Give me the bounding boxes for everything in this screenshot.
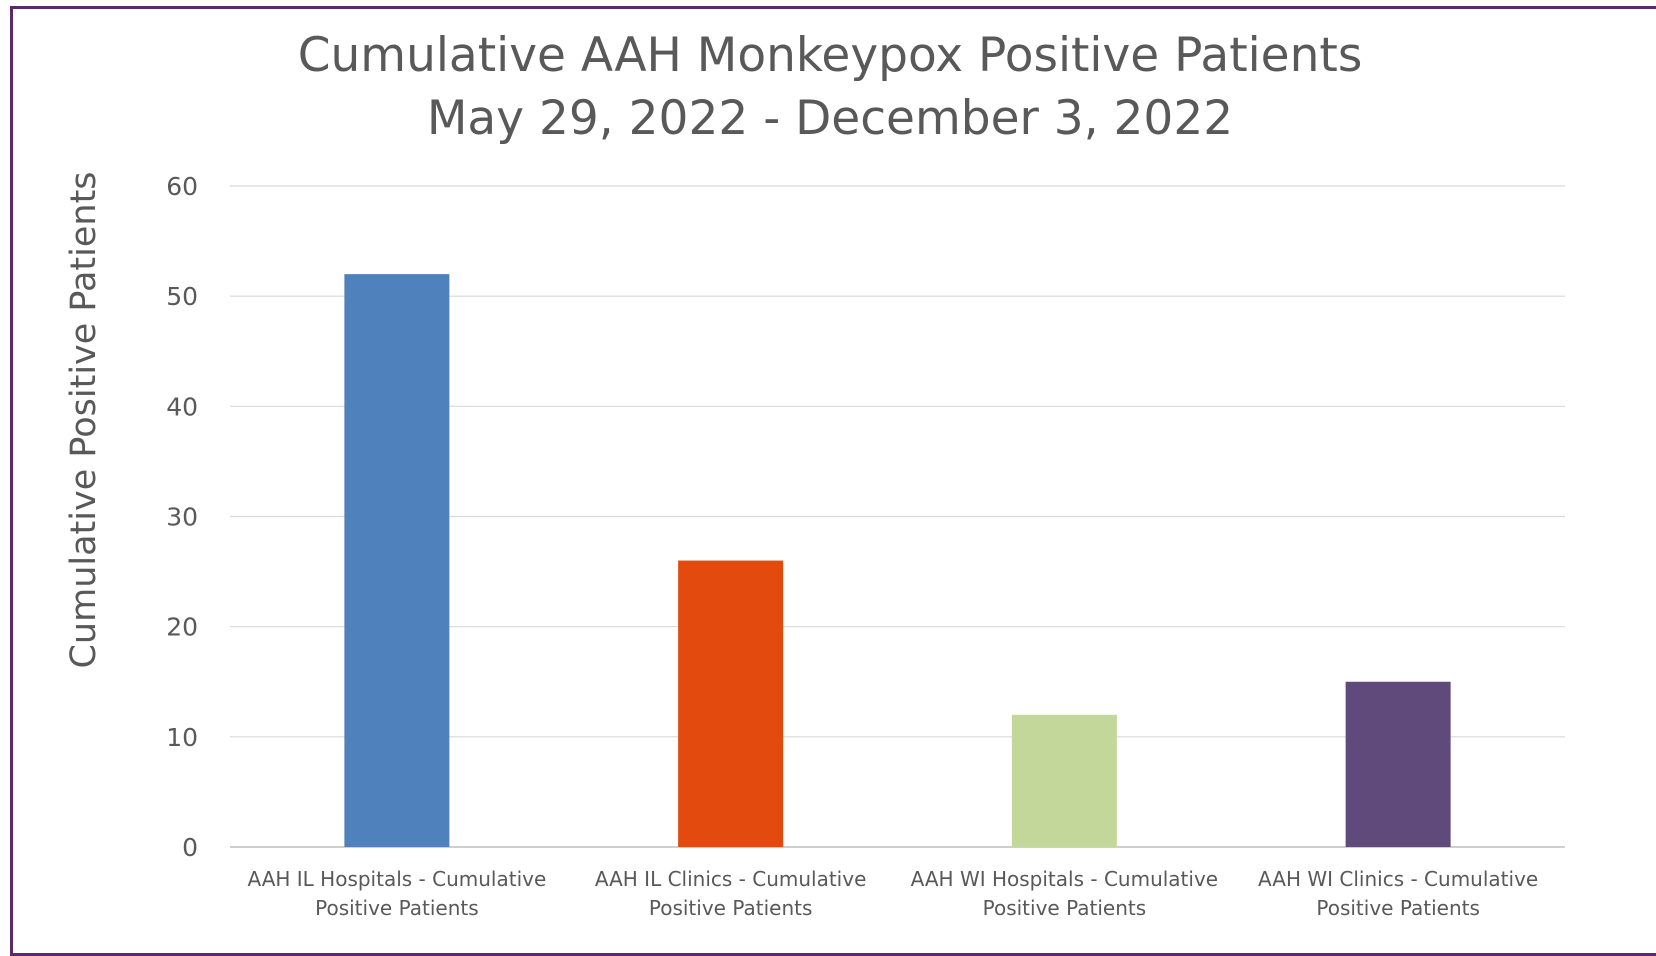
x-category-label: AAH IL Clinics - Cumulative	[595, 867, 867, 891]
y-tick-label: 40	[166, 392, 198, 421]
x-category-label: Positive Patients	[983, 896, 1147, 920]
x-category-label: AAH WI Clinics - Cumulative	[1258, 867, 1538, 891]
bar	[1011, 714, 1117, 847]
y-tick-label: 0	[182, 833, 198, 862]
y-tick-label: 10	[166, 723, 198, 752]
x-axis-categories: AAH IL Hospitals - Cumulative Positive Pa…	[247, 867, 1538, 920]
y-tick-label: 30	[166, 503, 198, 532]
x-category-label: Positive Patients	[649, 896, 813, 920]
chart-subtitle: May 29, 2022 - December 3, 2022	[426, 91, 1234, 146]
bar	[1345, 681, 1451, 847]
y-tick-label: 20	[166, 613, 198, 642]
x-category-label: Positive Patients	[315, 896, 479, 920]
x-category-label: Positive Patients	[1316, 896, 1480, 920]
chart-title-block: Cumulative AAH Monkeypox Positive Patien…	[140, 24, 1520, 150]
y-axis-label: Cumulative Positive Patients	[64, 171, 104, 668]
gridlines	[230, 185, 1565, 848]
y-axis-ticks: 0 10 20 30 40 50 60	[166, 172, 198, 862]
y-tick-label: 50	[166, 282, 198, 311]
x-category-label: AAH IL Hospitals - Cumulative	[247, 867, 546, 891]
chart-title: Cumulative AAH Monkeypox Positive Patien…	[297, 28, 1363, 83]
bar	[678, 560, 784, 847]
y-tick-label: 60	[166, 172, 198, 201]
bar	[344, 274, 450, 848]
x-category-label: AAH WI Hospitals - Cumulative	[911, 867, 1218, 891]
bars	[344, 274, 1451, 848]
